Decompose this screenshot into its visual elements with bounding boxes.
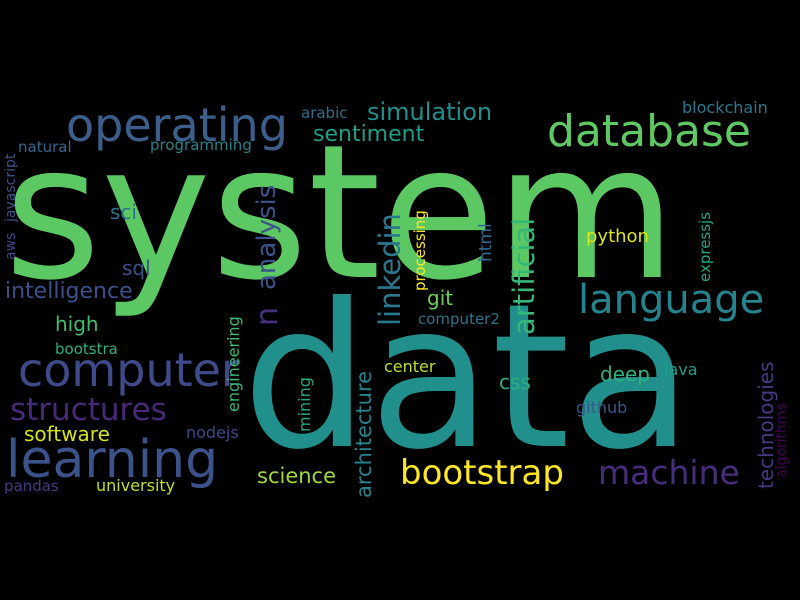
word-mining: mining	[295, 377, 314, 432]
word-pandas: pandas	[4, 477, 59, 495]
word-data: data	[242, 261, 693, 494]
word-python: python	[586, 226, 649, 247]
word-database: database	[547, 106, 751, 157]
word-software: software	[24, 422, 110, 446]
word-simulation: simulation	[367, 98, 493, 126]
word-n: n	[250, 306, 285, 326]
word-git: git	[427, 286, 454, 310]
word-computer2: computer2	[418, 310, 500, 328]
word-technologies: technologies	[754, 361, 778, 490]
word-github: github	[576, 398, 628, 417]
word-structures: structures	[10, 392, 167, 428]
word-science: science	[257, 464, 337, 488]
word-engineering: engineering	[224, 316, 243, 412]
word-javascript: javascript	[3, 153, 19, 222]
word-programming: programming	[150, 136, 252, 154]
word-arabic: arabic	[301, 104, 348, 122]
word-processing: processing	[411, 210, 429, 291]
word-html: html	[476, 223, 496, 262]
word-sentiment: sentiment	[313, 122, 425, 147]
word-high: high	[55, 312, 99, 336]
word-nodejs: nodejs	[186, 423, 239, 442]
word-java: java	[664, 360, 698, 379]
word-blockchain: blockchain	[682, 98, 768, 117]
word-css: css	[499, 370, 531, 394]
word-system: system	[4, 104, 677, 321]
word-language: language	[578, 277, 765, 323]
word-operating: operating	[66, 98, 288, 152]
word-university: university	[96, 476, 176, 495]
word-linkedin: linkedin	[373, 213, 407, 326]
word-sql: sql	[122, 256, 151, 280]
word-architecture: architecture	[352, 370, 376, 498]
word-expressjs: expressjs	[696, 211, 714, 282]
word-computer: computer	[18, 343, 240, 397]
word-deep: deep	[600, 362, 650, 386]
word-aws: aws	[3, 232, 19, 260]
word-center: center	[384, 357, 436, 376]
word-bootstra: bootstra	[55, 340, 118, 358]
word-learning: learning	[6, 430, 219, 490]
word-sci: sci	[110, 200, 137, 224]
word-analysis: analysis	[252, 184, 282, 290]
word-natural: natural	[18, 138, 72, 156]
word-artificial: artificial	[507, 217, 541, 335]
word-bootstrap: bootstrap	[400, 453, 564, 493]
word-algorithms: algorithms	[774, 403, 790, 478]
word-machine: machine	[598, 453, 740, 492]
word-intelligence: intelligence	[5, 279, 133, 304]
